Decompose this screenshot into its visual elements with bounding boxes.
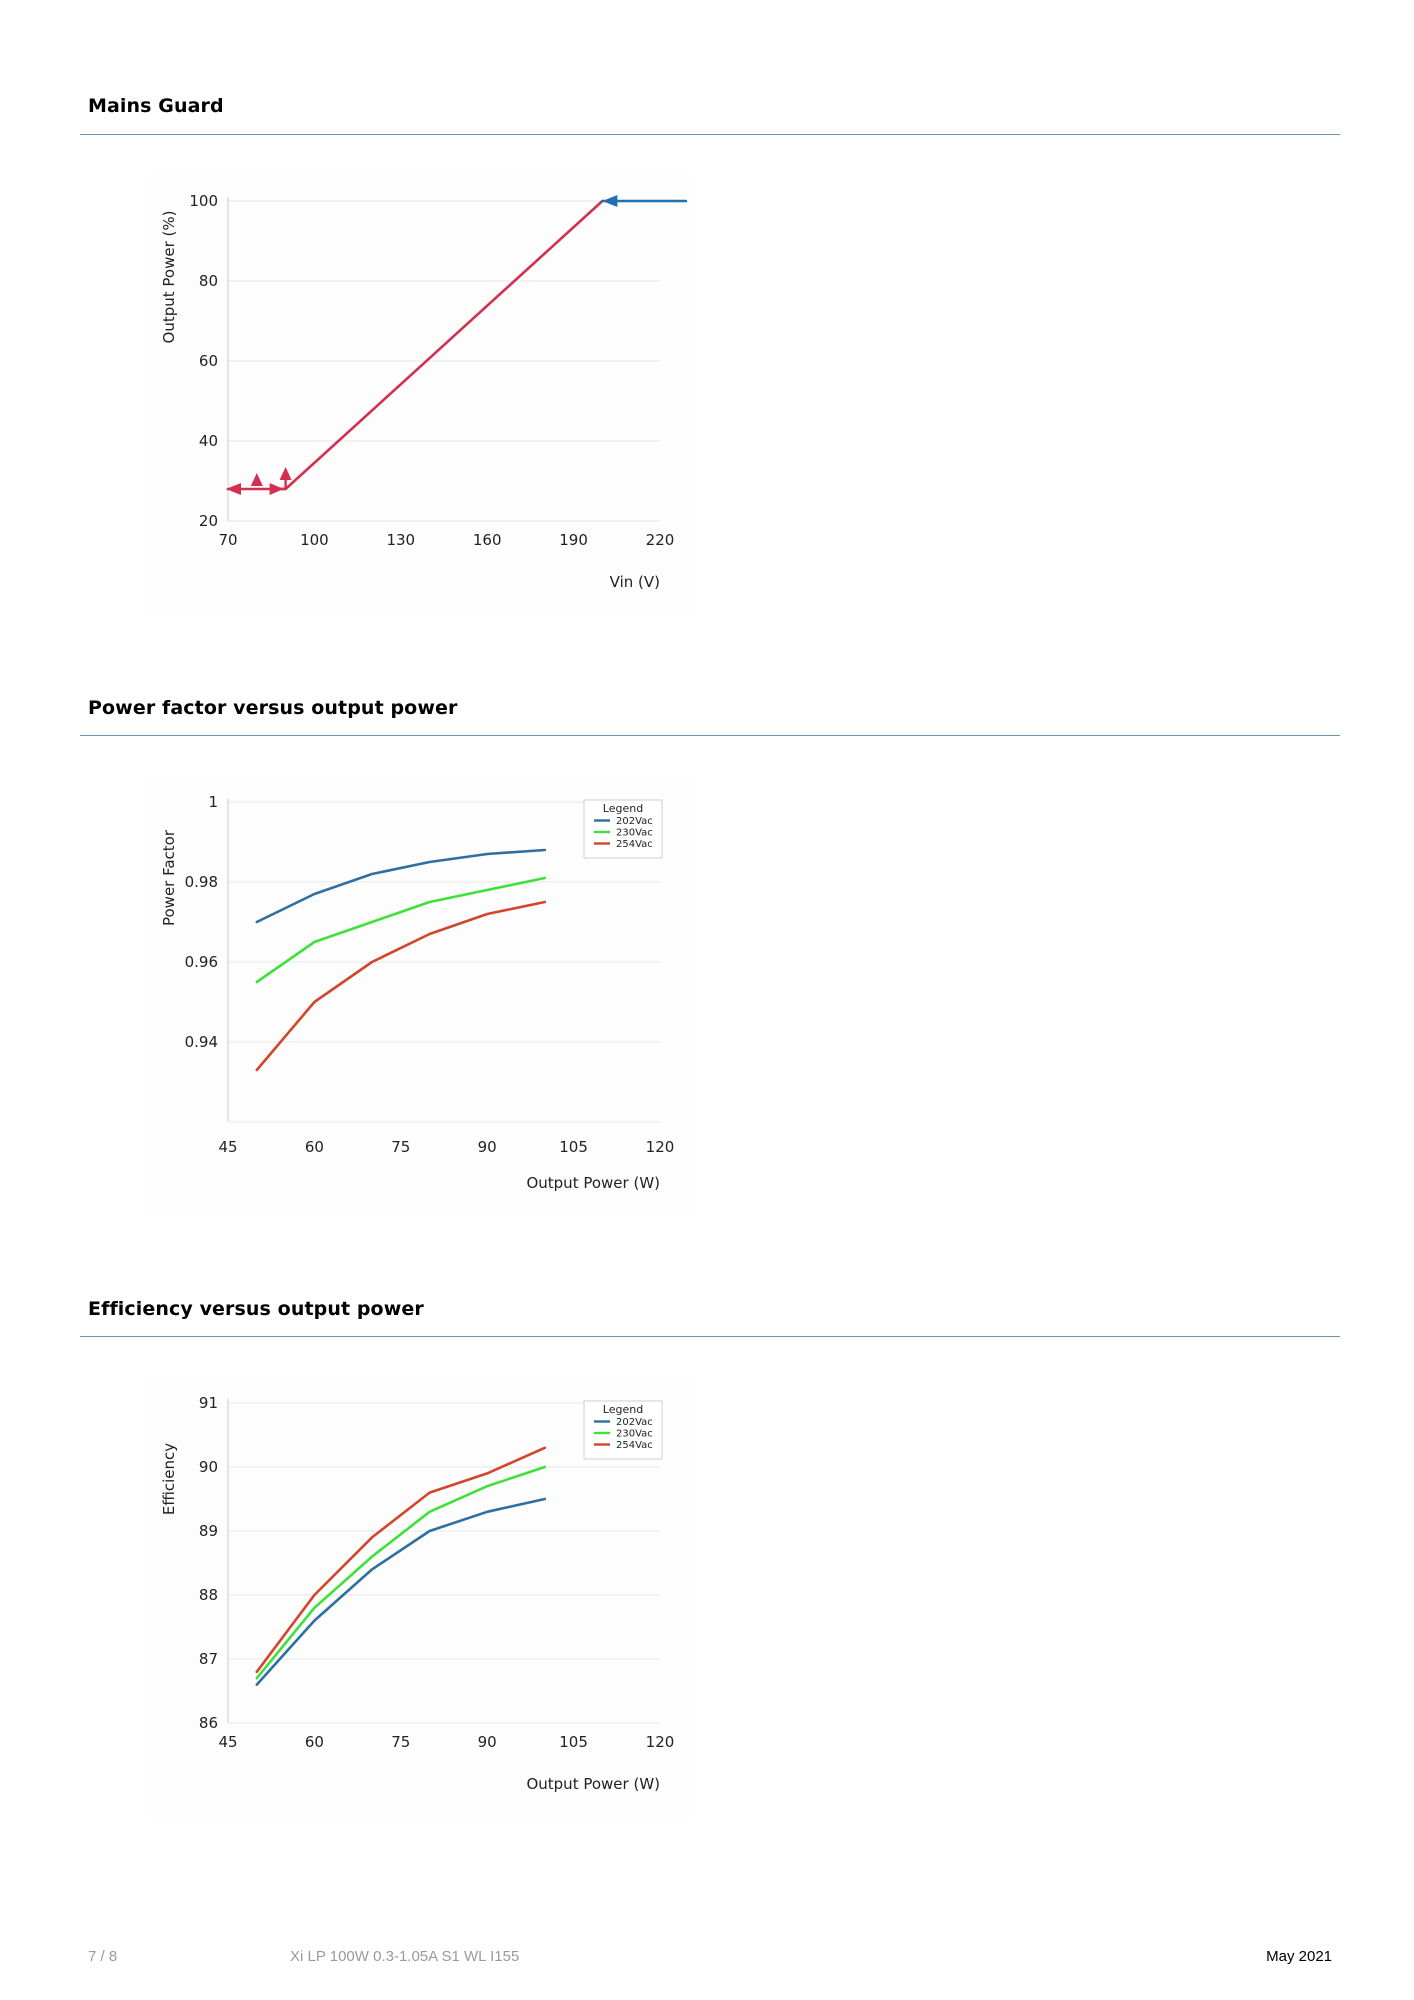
y-tick-label: 100 [189, 192, 218, 210]
x-tick-label: 75 [391, 1733, 410, 1751]
y-tick-label: 87 [199, 1650, 218, 1668]
y-tick-label: 90 [199, 1458, 218, 1476]
footer-page-number: 7 / 8 [88, 1948, 118, 1965]
y-tick-label: 0.96 [185, 953, 218, 971]
y-tick-label: 86 [199, 1714, 218, 1732]
power-factor-chart-svg: 0.94 0.96 0.98 1 45 60 75 90 105 120 Output Power … [150, 776, 690, 1216]
x-axis-label: Output Power (W) [526, 1775, 660, 1793]
series-line-254vac [255, 900, 547, 1072]
y-axis-label: Output Power (%) [160, 211, 178, 344]
x-tick-label: 90 [478, 1733, 497, 1751]
legend-label: 202Vac [616, 816, 653, 827]
chart-mains-guard: 20 40 60 80 100 70 100 130 160 190 220 Vin (V) Outpu… [140, 175, 700, 635]
chart-power-factor: 0.94 0.96 0.98 1 45 60 75 90 105 120 Output Power … [140, 776, 700, 1236]
legend-label: 254Vac [616, 1440, 653, 1451]
y-tick-label: 1 [208, 793, 218, 811]
x-tick-label: 105 [559, 1138, 588, 1156]
series-line-202vac [255, 1497, 547, 1686]
arrowhead-up [250, 473, 263, 486]
legend-label: 254Vac [616, 839, 653, 850]
series-line-230vac [255, 876, 547, 984]
x-axis-label: Output Power (W) [526, 1174, 660, 1192]
arrowhead-right [269, 483, 284, 495]
y-tick-label: 40 [199, 432, 218, 450]
section-divider [80, 134, 1340, 135]
section-title-efficiency: Efficiency versus output power [88, 1298, 424, 1320]
x-tick-label: 120 [646, 1138, 675, 1156]
legend-title: Legend [603, 1403, 643, 1416]
y-tick-label: 0.98 [185, 873, 218, 891]
series-line-230vac [255, 1465, 547, 1680]
x-tick-label: 70 [218, 531, 237, 549]
arrowhead-up-2 [279, 467, 292, 480]
x-tick-label: 220 [646, 531, 675, 549]
x-tick-label: 45 [218, 1138, 237, 1156]
chart-background [150, 175, 690, 615]
x-tick-label: 60 [305, 1733, 324, 1751]
y-tick-label: 88 [199, 1586, 218, 1604]
section-title-mains-guard: Mains Guard [88, 95, 224, 117]
series-line-202vac [255, 848, 547, 924]
section-divider [80, 735, 1340, 736]
section-divider [80, 1336, 1340, 1337]
y-axis-label: Power Factor [160, 829, 178, 926]
y-tick-label: 0.94 [185, 1033, 218, 1051]
legend-title: Legend [603, 802, 643, 815]
x-tick-label: 90 [478, 1138, 497, 1156]
legend-box [583, 799, 663, 859]
x-tick-label: 75 [391, 1138, 410, 1156]
arrowhead-left [226, 483, 241, 495]
y-axis-label: Efficiency [160, 1443, 178, 1515]
efficiency-chart-svg: 86 87 88 89 90 91 45 60 75 90 105 120 Output Power (… [150, 1377, 690, 1817]
y-tick-label: 60 [199, 352, 218, 370]
x-tick-label: 105 [559, 1733, 588, 1751]
y-tick-label: 20 [199, 512, 218, 530]
arrowhead-blue [602, 195, 618, 207]
y-tick-label: 91 [199, 1394, 218, 1412]
legend-box [583, 1400, 663, 1460]
x-tick-label: 190 [559, 531, 588, 549]
legend-label: 202Vac [616, 1417, 653, 1428]
series-line-254vac [255, 1446, 547, 1674]
chart-efficiency: 86 87 88 89 90 91 45 60 75 90 105 120 Output Power (… [140, 1377, 700, 1837]
x-tick-label: 60 [305, 1138, 324, 1156]
section-title-power-factor: Power factor versus output power [88, 697, 458, 719]
x-tick-label: 130 [386, 531, 415, 549]
footer-date: May 2021 [1266, 1948, 1332, 1965]
x-tick-label: 45 [218, 1733, 237, 1751]
x-tick-label: 120 [646, 1733, 675, 1751]
legend-label: 230Vac [616, 1429, 653, 1440]
x-axis-label: Vin (V) [610, 573, 660, 591]
footer-product-name: Xi LP 100W 0.3-1.05A S1 WL I155 [290, 1948, 520, 1965]
legend-label: 230Vac [616, 828, 653, 839]
x-tick-label: 100 [300, 531, 329, 549]
y-tick-label: 89 [199, 1522, 218, 1540]
y-tick-label: 80 [199, 272, 218, 290]
mains-guard-chart-svg: 20 40 60 80 100 70 100 130 160 190 220 Vin (V) Outpu… [150, 175, 690, 615]
x-tick-label: 160 [473, 531, 502, 549]
